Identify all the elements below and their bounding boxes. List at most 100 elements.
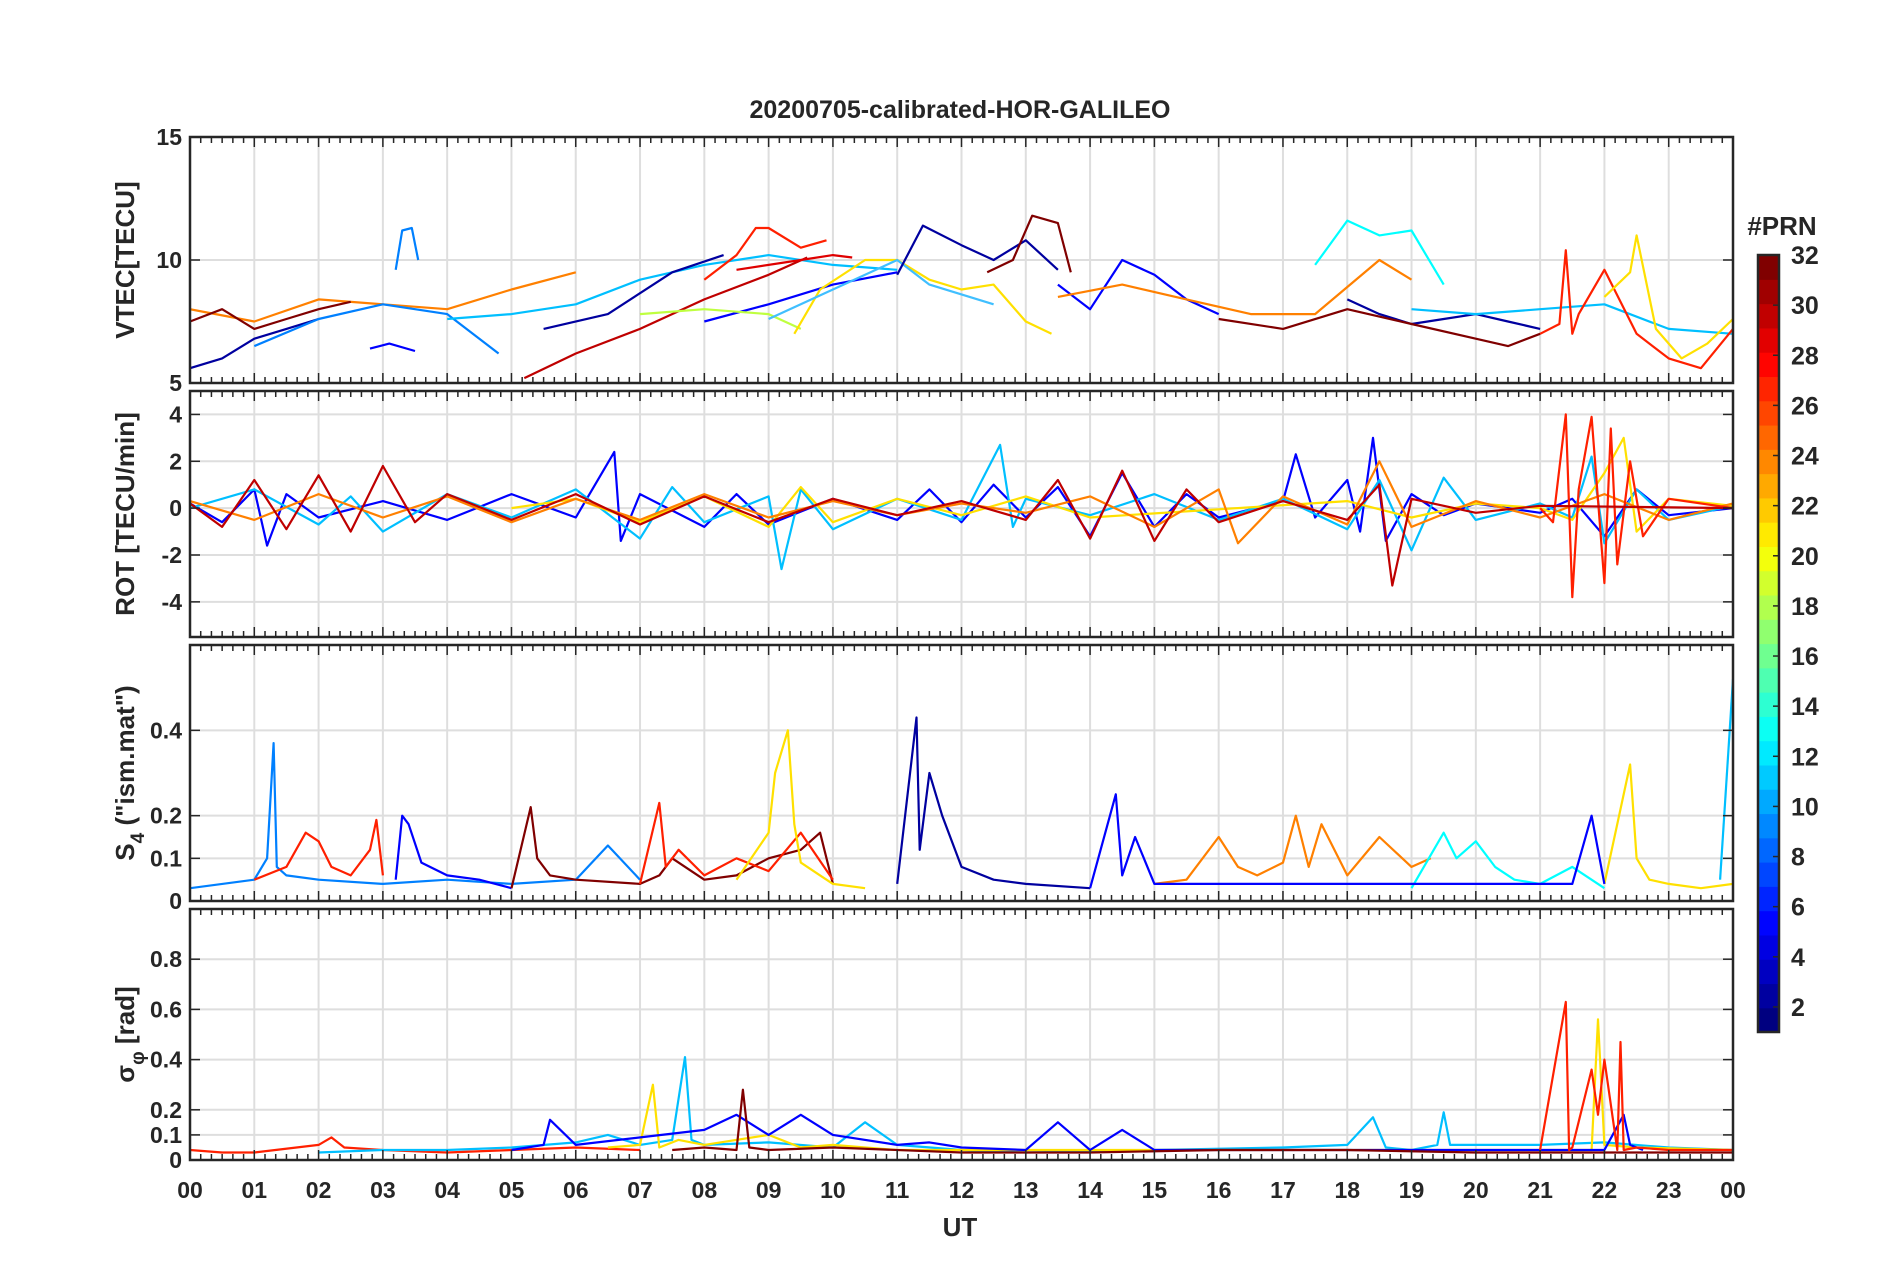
colorbar-cell: [1758, 813, 1779, 839]
series-line: [986, 214, 1072, 274]
series-group: [190, 214, 1733, 380]
series-line: [1314, 219, 1445, 286]
colorbar-cell: [1758, 959, 1779, 985]
x-tick-label: 13: [1013, 1177, 1039, 1203]
y-tick-label: 0.2: [150, 1097, 182, 1123]
x-tick-label: 02: [306, 1177, 332, 1203]
y-tick-label: 15: [156, 124, 182, 150]
y-axis-label-rest: [rad]: [110, 986, 140, 1051]
colorbar-cell: [1758, 910, 1779, 936]
panel-vtec: 5 10 15 VTEC[TECU]: [110, 124, 1735, 396]
colorbar-cell: [1758, 983, 1779, 1009]
y-tick-label: 0.8: [150, 946, 182, 972]
y-axis-label-subscript: 4: [128, 832, 149, 843]
y-tick-label: 5: [169, 370, 182, 396]
colorbar-tick-label: 16: [1791, 643, 1819, 671]
colorbar-cell: [1758, 279, 1779, 305]
colorbar-cell: [1758, 862, 1779, 887]
x-axis-label: UT: [943, 1212, 978, 1242]
series-line: [768, 258, 994, 320]
y-tick-label: 0: [169, 888, 182, 914]
series-line: [190, 1136, 641, 1154]
x-tick-label: 21: [1527, 1177, 1553, 1203]
series-line: [1154, 814, 1432, 885]
x-tick-label: 14: [1077, 1177, 1103, 1203]
x-tick-label: 23: [1656, 1177, 1682, 1203]
colorbar-tick-label: 6: [1791, 894, 1805, 922]
x-tick-label: 00: [177, 1177, 203, 1203]
y-axis-label-rest: ("ism.mat"): [110, 685, 140, 832]
colorbar-cell: [1758, 255, 1779, 280]
series-line: [1603, 234, 1733, 360]
y-tick-label: 0.1: [150, 1122, 182, 1148]
series-line: [1539, 1000, 1733, 1152]
x-tick-label: 22: [1592, 1177, 1618, 1203]
chart-title: 20200705-calibrated-HOR-GALILEO: [750, 96, 1171, 124]
x-tick-label: 09: [756, 1177, 782, 1203]
colorbar-cell: [1758, 764, 1779, 790]
series-line: [704, 271, 898, 323]
colorbar-cell: [1758, 643, 1779, 669]
series-line: [1057, 258, 1220, 316]
series-line: [543, 254, 724, 330]
y-axis-label: ROT [TECU/min]: [110, 412, 140, 616]
colorbar-tick-label: 28: [1791, 342, 1819, 370]
panel-s4: 00.10.20.4S4 ("ism.mat"): [110, 643, 1735, 914]
series-line: [1410, 831, 1606, 890]
colorbar-cell: [1758, 546, 1779, 572]
series-line: [896, 224, 1059, 276]
colorbar-cell: [1758, 303, 1779, 329]
colorbar-tick-label: 4: [1791, 944, 1805, 972]
y-axis-label: σφ [rad]: [110, 986, 149, 1082]
colorbar-tick-label: 8: [1791, 844, 1805, 872]
x-tick-label: 06: [563, 1177, 589, 1203]
colorbar-cells: [1756, 253, 1781, 1034]
series-line: [511, 1113, 1644, 1152]
colorbar-cell: [1758, 594, 1779, 620]
series-line: [607, 1018, 1733, 1152]
grid: [189, 391, 1734, 637]
series-line: [253, 818, 384, 881]
series-line: [1089, 793, 1606, 889]
series-line: [735, 729, 866, 890]
colorbar-tick-label: 22: [1791, 493, 1819, 521]
y-tick-label: 0.2: [150, 803, 182, 829]
series-line: [318, 1055, 1733, 1154]
x-tick-label: 07: [627, 1177, 653, 1203]
x-tick-label: 17: [1270, 1177, 1296, 1203]
series-line: [511, 436, 1733, 533]
y-tick-label: 0: [169, 1147, 182, 1173]
colorbar-cell: [1758, 327, 1779, 353]
series-line: [369, 342, 416, 353]
colorbar-tick-label: 14: [1791, 693, 1819, 721]
series-line: [703, 226, 827, 281]
y-tick-label: 10: [156, 247, 182, 273]
series-line: [1603, 763, 1733, 890]
colorbar-title: #PRN: [1747, 211, 1816, 241]
colorbar-tick-label: 26: [1791, 392, 1819, 420]
x-tick-label: 10: [820, 1177, 846, 1203]
series-line: [793, 258, 1052, 335]
colorbar-cell: [1758, 789, 1779, 815]
x-tick-label: 15: [1142, 1177, 1168, 1203]
series-line: [639, 308, 802, 330]
x-tick-labels: 00 01 02 03 04 05 06 07 08 09 10 11 12 13 14 15 16 17 18 19…: [177, 1177, 1746, 1203]
minor-ticks: [189, 909, 1734, 1160]
colorbar-cell: [1758, 740, 1779, 766]
colorbar-cell: [1758, 619, 1779, 645]
colorbar-cell: [1758, 497, 1779, 523]
colorbar-cell: [1758, 886, 1779, 912]
colorbar-cell: [1758, 1007, 1779, 1033]
y-tick-label: -2: [162, 542, 182, 568]
series-line: [190, 317, 319, 370]
colorbar-cell: [1758, 522, 1779, 547]
x-tick-label: 03: [370, 1177, 396, 1203]
y-axis-label: VTEC[TECU]: [110, 181, 140, 338]
y-axis-label-base: S: [110, 843, 140, 860]
minor-ticks: [189, 137, 1734, 383]
series-line: [1218, 308, 1541, 348]
series-line: [638, 801, 834, 885]
colorbar-cell: [1758, 570, 1779, 596]
